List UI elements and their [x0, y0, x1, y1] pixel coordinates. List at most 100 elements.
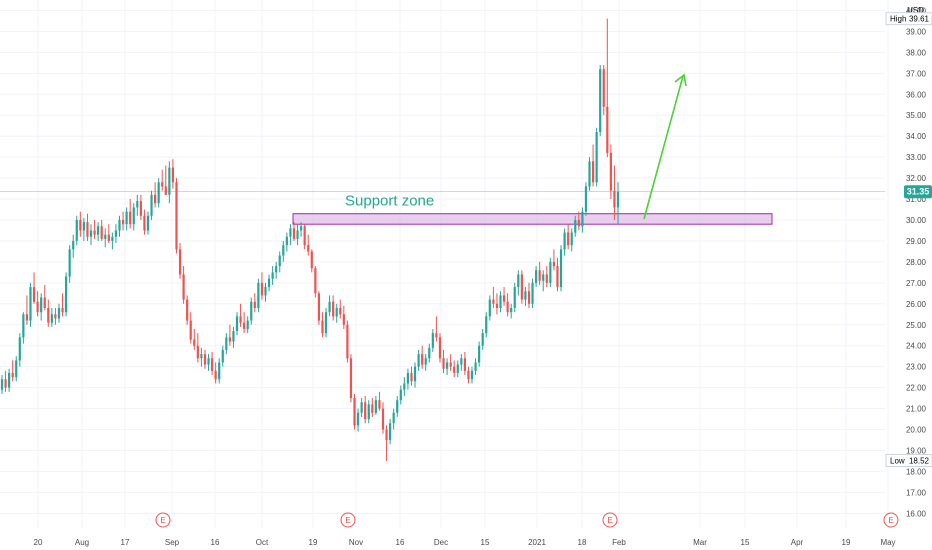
earnings-letter: E — [345, 516, 350, 525]
candle-body — [474, 362, 477, 371]
candle — [478, 341, 481, 367]
support-zone-label: Support zone — [345, 193, 434, 210]
candle-body — [609, 152, 612, 191]
x-tick-label: 19 — [842, 538, 851, 547]
x-tick-label: 2021 — [528, 538, 546, 547]
support-zone-box[interactable] — [292, 213, 773, 225]
candle — [275, 261, 278, 279]
candle-body — [8, 372, 11, 388]
candle-body — [25, 314, 29, 321]
candle-body — [591, 161, 595, 183]
earnings-letter: E — [607, 516, 612, 525]
candle-body — [57, 308, 61, 319]
time-axis[interactable]: 20 Aug 17 Sep 16 Oct 19 Nov 16 Dec 15 2021 18 Feb Mar 1… — [34, 538, 896, 547]
candle — [164, 165, 167, 195]
x-tick-label: Nov — [349, 538, 363, 547]
candle — [581, 207, 584, 233]
y-tick-label: 26.00 — [906, 300, 927, 309]
candle-body — [154, 194, 157, 204]
candle — [4, 370, 7, 392]
candle — [278, 251, 281, 273]
candle-body — [203, 354, 207, 365]
candle — [146, 211, 150, 235]
y-tick-label: 39.00 — [906, 27, 927, 36]
candle-body — [595, 132, 598, 183]
candle — [606, 18, 609, 158]
candle-body — [346, 324, 349, 359]
candle — [168, 161, 171, 204]
candle — [392, 408, 395, 430]
candle-body — [467, 370, 470, 380]
earnings-marker: E — [155, 512, 171, 528]
candle-body — [307, 245, 310, 252]
candle-body — [396, 400, 399, 413]
candle — [613, 165, 616, 220]
candle-body — [364, 402, 367, 420]
candle — [8, 368, 11, 392]
candle-body — [171, 167, 175, 183]
candle-body — [381, 408, 385, 430]
candle-body — [556, 266, 559, 288]
candle-body — [86, 222, 89, 237]
candle — [100, 220, 103, 241]
candle — [189, 312, 192, 344]
candle — [616, 182, 620, 225]
candle — [221, 345, 224, 367]
candle — [442, 349, 445, 373]
candle-body — [577, 220, 580, 227]
candle — [353, 393, 356, 430]
candle-body — [559, 249, 563, 288]
arrow-head-icon — [674, 73, 687, 87]
price-axis[interactable]: USD 16.00 17.00 18.00 19.00 20.00 21.00 22.00 2… — [885, 6, 932, 518]
candle — [15, 356, 18, 382]
candle-body — [353, 398, 356, 426]
candle-body — [36, 301, 39, 313]
candle — [310, 249, 313, 273]
candle-body — [410, 372, 413, 382]
candle-body — [449, 362, 452, 367]
candle-body — [4, 379, 7, 388]
y-tick-label: 21.00 — [906, 405, 927, 414]
y-tick-label: 17.00 — [906, 488, 927, 497]
y-tick-label: 36.00 — [906, 90, 927, 99]
candle-body — [389, 423, 392, 440]
candle — [118, 215, 121, 237]
candle — [517, 270, 520, 296]
candle — [563, 228, 566, 256]
candle-body — [225, 337, 228, 350]
candle-body — [535, 270, 538, 283]
candle-body — [328, 301, 331, 313]
earnings-circle — [883, 512, 899, 528]
candle — [260, 272, 264, 300]
x-tick-label: Dec — [434, 538, 448, 547]
candle-body — [214, 370, 217, 380]
candle-body — [235, 316, 239, 332]
x-tick-label: Sep — [165, 538, 180, 547]
x-tick-label: May — [880, 538, 895, 547]
candle — [599, 64, 602, 137]
candle-body — [32, 287, 36, 302]
candle-body — [40, 297, 43, 313]
y-tick-label: 37.00 — [906, 69, 927, 78]
candle-body — [100, 226, 103, 239]
candle — [178, 243, 182, 279]
candle-body — [132, 207, 135, 225]
candle-body — [118, 220, 121, 231]
candle — [346, 320, 349, 363]
y-tick-label: 23.00 — [906, 363, 927, 372]
candle — [513, 282, 516, 313]
high-badge: High 39.61 — [885, 12, 932, 26]
candle — [82, 217, 85, 241]
candle — [502, 287, 506, 306]
candle-body — [207, 358, 210, 365]
candle — [175, 178, 178, 254]
candle-body — [310, 251, 313, 269]
candle — [335, 303, 338, 323]
candle-body — [421, 354, 424, 365]
candle-body — [182, 274, 185, 300]
candle — [470, 366, 474, 384]
candle — [396, 396, 399, 417]
candle — [292, 222, 296, 241]
candle — [506, 293, 509, 317]
